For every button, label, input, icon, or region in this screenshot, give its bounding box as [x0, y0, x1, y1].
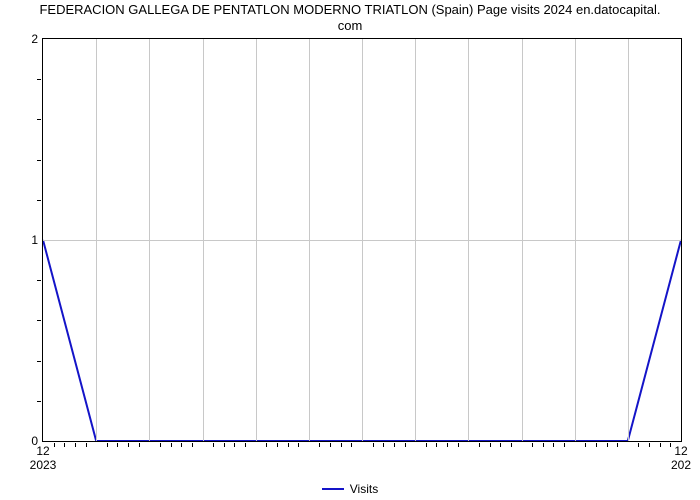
x-axis-minor-tick	[319, 443, 320, 447]
x-axis-minor-tick	[383, 443, 384, 447]
x-axis-minor-tick	[405, 443, 406, 447]
gridline-vertical	[628, 39, 629, 441]
x-axis-minor-tick	[511, 443, 512, 447]
x-axis-minor-tick	[117, 443, 118, 447]
x-axis-minor-tick	[553, 443, 554, 447]
x-axis-year-label: 2023	[30, 458, 57, 472]
x-axis-minor-tick	[245, 443, 246, 447]
x-axis-minor-tick	[128, 443, 129, 447]
x-axis-minor-tick	[426, 443, 427, 447]
legend-swatch	[322, 488, 344, 490]
x-axis-minor-tick	[75, 443, 76, 447]
x-axis-tick-label: 12	[674, 444, 687, 458]
legend-label: Visits	[350, 482, 378, 496]
x-axis-minor-tick	[351, 443, 352, 447]
gridline-vertical	[468, 39, 469, 441]
x-axis-minor-tick	[596, 443, 597, 447]
chart-title-line2: com	[338, 18, 363, 33]
y-axis-minor-tick	[37, 361, 41, 362]
x-axis-minor-tick	[139, 443, 140, 447]
x-axis-minor-tick	[490, 443, 491, 447]
gridline-vertical	[309, 39, 310, 441]
plot-area	[42, 38, 682, 442]
x-axis-minor-tick	[181, 443, 182, 447]
y-axis-minor-tick	[37, 79, 41, 80]
x-axis-minor-tick	[171, 443, 172, 447]
y-axis-tick-label: 2	[8, 32, 38, 46]
chart-title: FEDERACION GALLEGA DE PENTATLON MODERNO …	[0, 2, 700, 35]
x-axis-minor-tick	[479, 443, 480, 447]
x-axis-minor-tick	[330, 443, 331, 447]
x-axis-minor-tick	[447, 443, 448, 447]
x-axis-minor-tick	[266, 443, 267, 447]
gridline-vertical	[575, 39, 576, 441]
gridline-vertical	[415, 39, 416, 441]
x-axis-minor-tick	[543, 443, 544, 447]
y-axis-minor-tick	[37, 200, 41, 201]
gridline-vertical	[522, 39, 523, 441]
y-axis-minor-tick	[37, 320, 41, 321]
x-axis-minor-tick	[670, 443, 671, 447]
y-axis-tick-label: 0	[8, 434, 38, 448]
gridline-vertical	[149, 39, 150, 441]
chart-title-line1: FEDERACION GALLEGA DE PENTATLON MODERNO …	[39, 2, 660, 17]
gridline-vertical	[203, 39, 204, 441]
x-axis-minor-tick	[64, 443, 65, 447]
x-axis-minor-tick	[341, 443, 342, 447]
gridline-vertical	[362, 39, 363, 441]
x-axis-minor-tick	[564, 443, 565, 447]
legend: Visits	[0, 481, 700, 496]
x-axis-minor-tick	[458, 443, 459, 447]
x-axis-minor-tick	[649, 443, 650, 447]
y-axis-minor-tick	[37, 401, 41, 402]
x-axis-minor-tick	[394, 443, 395, 447]
x-axis-minor-tick	[585, 443, 586, 447]
x-axis-minor-tick	[298, 443, 299, 447]
x-axis-minor-tick	[213, 443, 214, 447]
x-axis-minor-tick	[107, 443, 108, 447]
x-axis-year-label: 202	[671, 458, 691, 472]
gridline-vertical	[96, 39, 97, 441]
x-axis-minor-tick	[638, 443, 639, 447]
x-axis-minor-tick	[288, 443, 289, 447]
x-axis-minor-tick	[607, 443, 608, 447]
x-axis-minor-tick	[436, 443, 437, 447]
x-axis-minor-tick	[617, 443, 618, 447]
y-axis-minor-tick	[37, 119, 41, 120]
x-axis-minor-tick	[373, 443, 374, 447]
x-axis-minor-tick	[277, 443, 278, 447]
y-axis-minor-tick	[37, 160, 41, 161]
chart-container: FEDERACION GALLEGA DE PENTATLON MODERNO …	[0, 0, 700, 500]
x-axis-minor-tick	[660, 443, 661, 447]
y-axis-minor-tick	[37, 280, 41, 281]
x-axis-minor-tick	[160, 443, 161, 447]
x-axis-tick-label: 12	[36, 444, 49, 458]
y-axis-tick-label: 1	[8, 233, 38, 247]
x-axis-minor-tick	[192, 443, 193, 447]
gridline-vertical	[256, 39, 257, 441]
x-axis-minor-tick	[224, 443, 225, 447]
x-axis-minor-tick	[500, 443, 501, 447]
x-axis-minor-tick	[86, 443, 87, 447]
x-axis-minor-tick	[54, 443, 55, 447]
x-axis-minor-tick	[532, 443, 533, 447]
x-axis-minor-tick	[234, 443, 235, 447]
